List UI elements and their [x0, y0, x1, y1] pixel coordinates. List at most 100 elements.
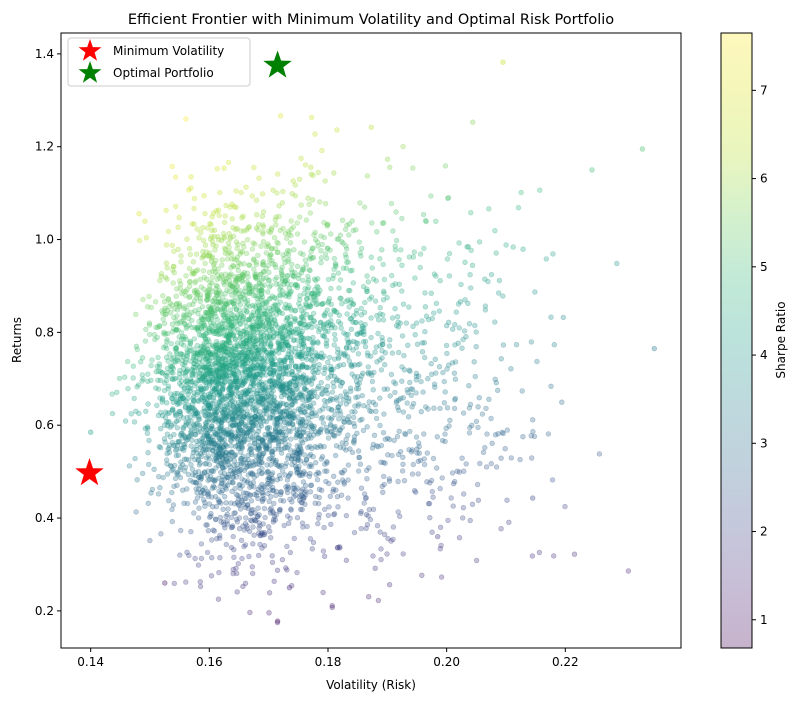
portfolio-point	[196, 364, 202, 371]
portfolio-point	[186, 552, 192, 559]
portfolio-point	[235, 326, 241, 333]
portfolio-point	[295, 457, 301, 463]
portfolio-point	[297, 250, 304, 256]
portfolio-point	[513, 342, 520, 348]
portfolio-point	[241, 331, 248, 338]
portfolio-point	[227, 307, 234, 313]
portfolio-point	[219, 365, 225, 371]
portfolio-point	[212, 431, 219, 438]
portfolio-point	[197, 444, 204, 450]
portfolio-point	[216, 428, 223, 435]
portfolio-point	[301, 310, 307, 316]
portfolio-point	[328, 325, 335, 331]
portfolio-point	[287, 549, 294, 556]
portfolio-point	[278, 446, 284, 452]
portfolio-point	[571, 551, 578, 557]
portfolio-point	[204, 430, 210, 437]
portfolio-point	[238, 443, 245, 450]
portfolio-point	[293, 432, 300, 438]
portfolio-point	[329, 407, 335, 413]
portfolio-point	[210, 395, 217, 401]
portfolio-point	[344, 259, 350, 265]
portfolio-point	[378, 556, 384, 563]
portfolio-point	[197, 450, 204, 457]
portfolio-point	[332, 423, 338, 430]
portfolio-point	[256, 414, 262, 420]
portfolio-point	[324, 458, 330, 465]
portfolio-point	[258, 420, 264, 426]
portfolio-point	[199, 348, 205, 354]
portfolio-point	[220, 473, 226, 480]
portfolio-point	[274, 400, 280, 406]
portfolio-point	[258, 337, 264, 344]
portfolio-point	[307, 420, 313, 427]
portfolio-point	[298, 319, 304, 326]
portfolio-point	[215, 207, 222, 213]
portfolio-point-outlier	[500, 59, 506, 65]
portfolio-point	[318, 354, 324, 360]
portfolio-point	[270, 487, 276, 494]
portfolio-point	[447, 417, 453, 423]
portfolio-point	[258, 336, 264, 342]
portfolio-point	[292, 307, 299, 313]
portfolio-point	[237, 427, 244, 433]
portfolio-point	[218, 381, 225, 387]
portfolio-point	[312, 291, 318, 297]
portfolio-point	[443, 425, 449, 431]
portfolio-point	[335, 318, 342, 325]
portfolio-point	[255, 398, 262, 404]
portfolio-point	[307, 267, 313, 274]
portfolio-point	[245, 274, 251, 280]
portfolio-point	[275, 171, 281, 177]
portfolio-point	[273, 311, 279, 318]
portfolio-point	[328, 231, 334, 237]
portfolio-point	[206, 501, 213, 507]
portfolio-point	[263, 275, 269, 281]
portfolio-point	[343, 331, 349, 338]
portfolio-point	[302, 386, 308, 393]
portfolio-point	[289, 261, 295, 268]
portfolio-point	[125, 386, 131, 392]
portfolio-point	[488, 415, 494, 422]
portfolio-point	[140, 470, 146, 477]
portfolio-point	[240, 375, 247, 381]
portfolio-point	[437, 524, 444, 530]
portfolio-point	[468, 285, 474, 291]
portfolio-point	[264, 406, 270, 412]
portfolio-point	[377, 311, 383, 317]
portfolio-point	[198, 325, 204, 331]
portfolio-point	[402, 431, 409, 438]
portfolio-point	[421, 456, 427, 462]
portfolio-point	[284, 272, 291, 279]
portfolio-point	[318, 456, 325, 462]
portfolio-point	[299, 267, 306, 273]
portfolio-point	[486, 206, 492, 212]
portfolio-point	[131, 395, 137, 402]
portfolio-point	[249, 302, 256, 309]
portfolio-point	[380, 317, 387, 323]
portfolio-point	[222, 271, 229, 277]
portfolio-point	[317, 408, 323, 414]
portfolio-point	[384, 156, 391, 162]
portfolio-point	[367, 296, 373, 302]
portfolio-point	[421, 431, 427, 437]
portfolio-point	[337, 401, 343, 407]
portfolio-point	[229, 416, 236, 423]
portfolio-point	[221, 277, 228, 283]
portfolio-point	[325, 512, 331, 519]
portfolio-point	[351, 374, 358, 380]
portfolio-point	[269, 361, 275, 367]
portfolio-point	[239, 420, 245, 426]
portfolio-point	[259, 302, 265, 308]
portfolio-point	[163, 260, 170, 266]
portfolio-point	[227, 395, 234, 402]
portfolio-point	[261, 407, 268, 414]
portfolio-point	[196, 453, 202, 459]
portfolio-point	[251, 474, 257, 481]
portfolio-point	[425, 376, 431, 382]
portfolio-point	[251, 164, 257, 171]
portfolio-point	[300, 417, 306, 423]
portfolio-point	[217, 418, 224, 424]
portfolio-point	[469, 501, 476, 507]
portfolio-point	[200, 320, 207, 327]
